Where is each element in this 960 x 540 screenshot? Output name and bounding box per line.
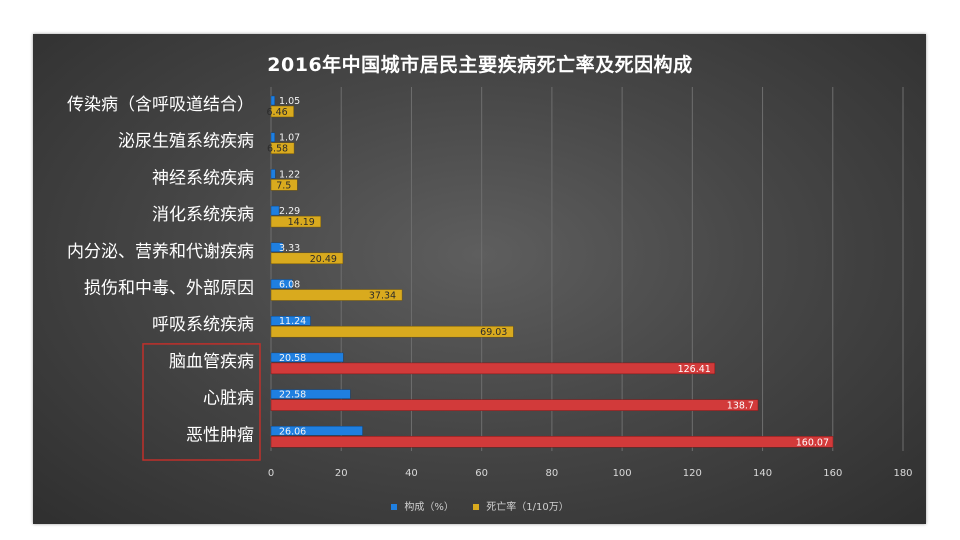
x-tick-label: 180 — [893, 468, 912, 479]
data-label-composition: 2.29 — [279, 206, 300, 217]
bar-death-rate — [270, 215, 322, 228]
highlight-box — [142, 343, 261, 461]
bar-composition — [270, 426, 363, 436]
bar-death-rate — [270, 399, 759, 411]
x-tick-label: 100 — [613, 468, 632, 479]
bar-composition — [270, 132, 275, 142]
legend-swatch-death-rate — [473, 504, 480, 510]
legend-item-composition: 构成（%） — [391, 498, 454, 513]
bar-death-rate — [270, 142, 295, 154]
data-label-composition: 1.07 — [279, 133, 300, 144]
category-label: 心脏病 — [203, 389, 254, 409]
bar-death-rate — [270, 105, 294, 118]
x-tick-label: 40 — [405, 468, 418, 479]
category-label: 泌尿生殖系统疾病 — [118, 132, 254, 152]
legend-item-death-rate: 死亡率（1/10万） — [473, 498, 569, 513]
category-label: 内分泌、营养和代谢疾病 — [67, 242, 254, 262]
data-label-composition: 1.22 — [279, 169, 300, 180]
x-tick-label: 60 — [475, 468, 488, 479]
legend-label-composition: 构成（%） — [404, 502, 454, 513]
bar-composition — [270, 389, 351, 399]
bar-death-rate — [270, 252, 344, 265]
category-label: 传染病（含呼吸道结合） — [67, 95, 254, 115]
data-label-composition: 20.58 — [279, 353, 306, 364]
bar-death-rate — [270, 436, 834, 448]
bar-composition — [270, 205, 280, 216]
chart-legend: 构成（%） 死亡率（1/10万） — [0, 498, 960, 513]
x-tick-label: 0 — [268, 468, 274, 479]
bar-death-rate — [270, 179, 298, 191]
data-label-death-rate: 14.19 — [288, 217, 315, 228]
data-label-composition: 26.06 — [279, 426, 306, 437]
legend-swatch-composition — [391, 504, 398, 510]
data-label-composition: 1.05 — [279, 96, 300, 107]
data-label-death-rate: 138.7 — [727, 401, 754, 412]
data-label-death-rate: 7.5 — [276, 180, 291, 191]
category-label: 损伤和中毒、外部原因 — [84, 279, 254, 299]
x-tick-label: 160 — [823, 468, 842, 479]
bar-composition — [270, 242, 283, 253]
data-label-death-rate: 37.34 — [369, 291, 396, 302]
x-tick-label: 80 — [546, 468, 559, 479]
bar-death-rate — [270, 289, 403, 301]
bar-composition — [270, 279, 293, 289]
data-label-death-rate: 6.58 — [267, 144, 288, 155]
x-tick-label: 120 — [683, 468, 702, 479]
bar-composition — [270, 95, 275, 106]
x-tick-label: 140 — [753, 468, 772, 479]
bar-composition — [270, 316, 311, 326]
data-label-composition: 6.08 — [279, 280, 300, 291]
data-label-death-rate: 126.41 — [678, 364, 711, 375]
bar-composition — [270, 169, 276, 179]
data-label-composition: 3.33 — [279, 243, 300, 254]
bar-composition — [270, 352, 344, 363]
data-label-composition: 22.58 — [279, 390, 306, 401]
category-label: 神经系统疾病 — [152, 168, 254, 188]
category-label: 脑血管疾病 — [169, 352, 254, 372]
bar-death-rate — [270, 325, 514, 338]
chart-title: 2016年中国城市居民主要疾病死亡率及死因构成 — [267, 54, 693, 76]
data-label-composition: 11.24 — [279, 316, 306, 327]
legend-label-death-rate: 死亡率（1/10万） — [486, 502, 569, 513]
category-label: 消化系统疾病 — [152, 205, 254, 225]
data-label-death-rate: 69.03 — [480, 327, 507, 338]
x-tick-label: 20 — [335, 468, 348, 479]
data-label-death-rate: 6.46 — [267, 107, 288, 118]
data-label-death-rate: 160.07 — [796, 437, 829, 448]
bar-death-rate — [270, 362, 716, 375]
category-label: 呼吸系统疾病 — [152, 315, 254, 335]
category-label: 恶性肿瘤 — [186, 425, 254, 445]
data-label-death-rate: 20.49 — [310, 254, 337, 265]
